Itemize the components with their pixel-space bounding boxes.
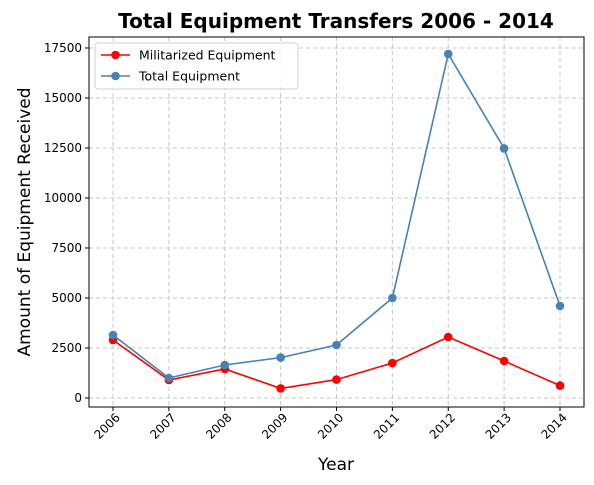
- data-point: [332, 375, 341, 384]
- grid: [89, 37, 584, 407]
- x-tick-label: 2009: [259, 410, 290, 441]
- x-axis: 2006 2007 2008 2009 2010 2011 2012 2013 2014: [91, 407, 570, 442]
- y-tick-label: 7500: [51, 241, 82, 255]
- x-axis-label: Year: [317, 455, 354, 475]
- data-point: [332, 340, 341, 350]
- data-point: [443, 332, 453, 342]
- legend-marker: [111, 50, 120, 60]
- data-point: [555, 381, 565, 390]
- y-tick-label: 0: [74, 391, 82, 405]
- x-tick-label: 2014: [538, 410, 569, 441]
- legend-item: Militarized Equipment: [101, 48, 275, 63]
- y-tick-label: 2500: [51, 341, 82, 355]
- x-tick-label: 2011: [371, 410, 402, 441]
- x-tick-label: 2010: [315, 410, 346, 441]
- legend: Militarized Equipment Total Equipment: [94, 42, 299, 90]
- y-axis-label: Amount of Equipment Received: [15, 87, 35, 356]
- data-point: [276, 384, 285, 393]
- data-point: [388, 358, 397, 368]
- chart-title: Total Equipment Transfers 2006 - 2014: [118, 9, 554, 33]
- series-total-equipment: [108, 49, 565, 383]
- data-point: [499, 356, 509, 366]
- x-tick-label: 2006: [91, 410, 122, 441]
- data-point: [388, 293, 397, 303]
- series-layer: [108, 49, 565, 393]
- x-tick-label: 2008: [203, 410, 234, 441]
- y-tick-label: 5000: [51, 291, 82, 305]
- data-point: [555, 301, 565, 311]
- y-axis: 0 2500 5000 7500 10000 12500 15000 17500: [44, 41, 89, 405]
- legend-label: Militarized Equipment: [139, 48, 275, 63]
- y-tick-label: 15000: [44, 91, 82, 105]
- data-point: [108, 330, 118, 340]
- y-tick-label: 12500: [44, 141, 82, 155]
- data-point: [276, 353, 285, 362]
- y-tick-label: 10000: [44, 191, 82, 205]
- legend-marker: [111, 71, 120, 81]
- data-point: [499, 144, 509, 153]
- data-point: [164, 373, 174, 383]
- data-point: [443, 49, 453, 59]
- legend-label: Total Equipment: [138, 69, 240, 84]
- data-point: [220, 360, 230, 370]
- x-tick-label: 2013: [483, 410, 514, 441]
- y-tick-label: 17500: [44, 41, 82, 55]
- legend-item: Total Equipment: [101, 69, 240, 84]
- x-tick-label: 2012: [427, 410, 458, 441]
- legend-box: [94, 42, 299, 90]
- x-tick-label: 2007: [147, 410, 178, 441]
